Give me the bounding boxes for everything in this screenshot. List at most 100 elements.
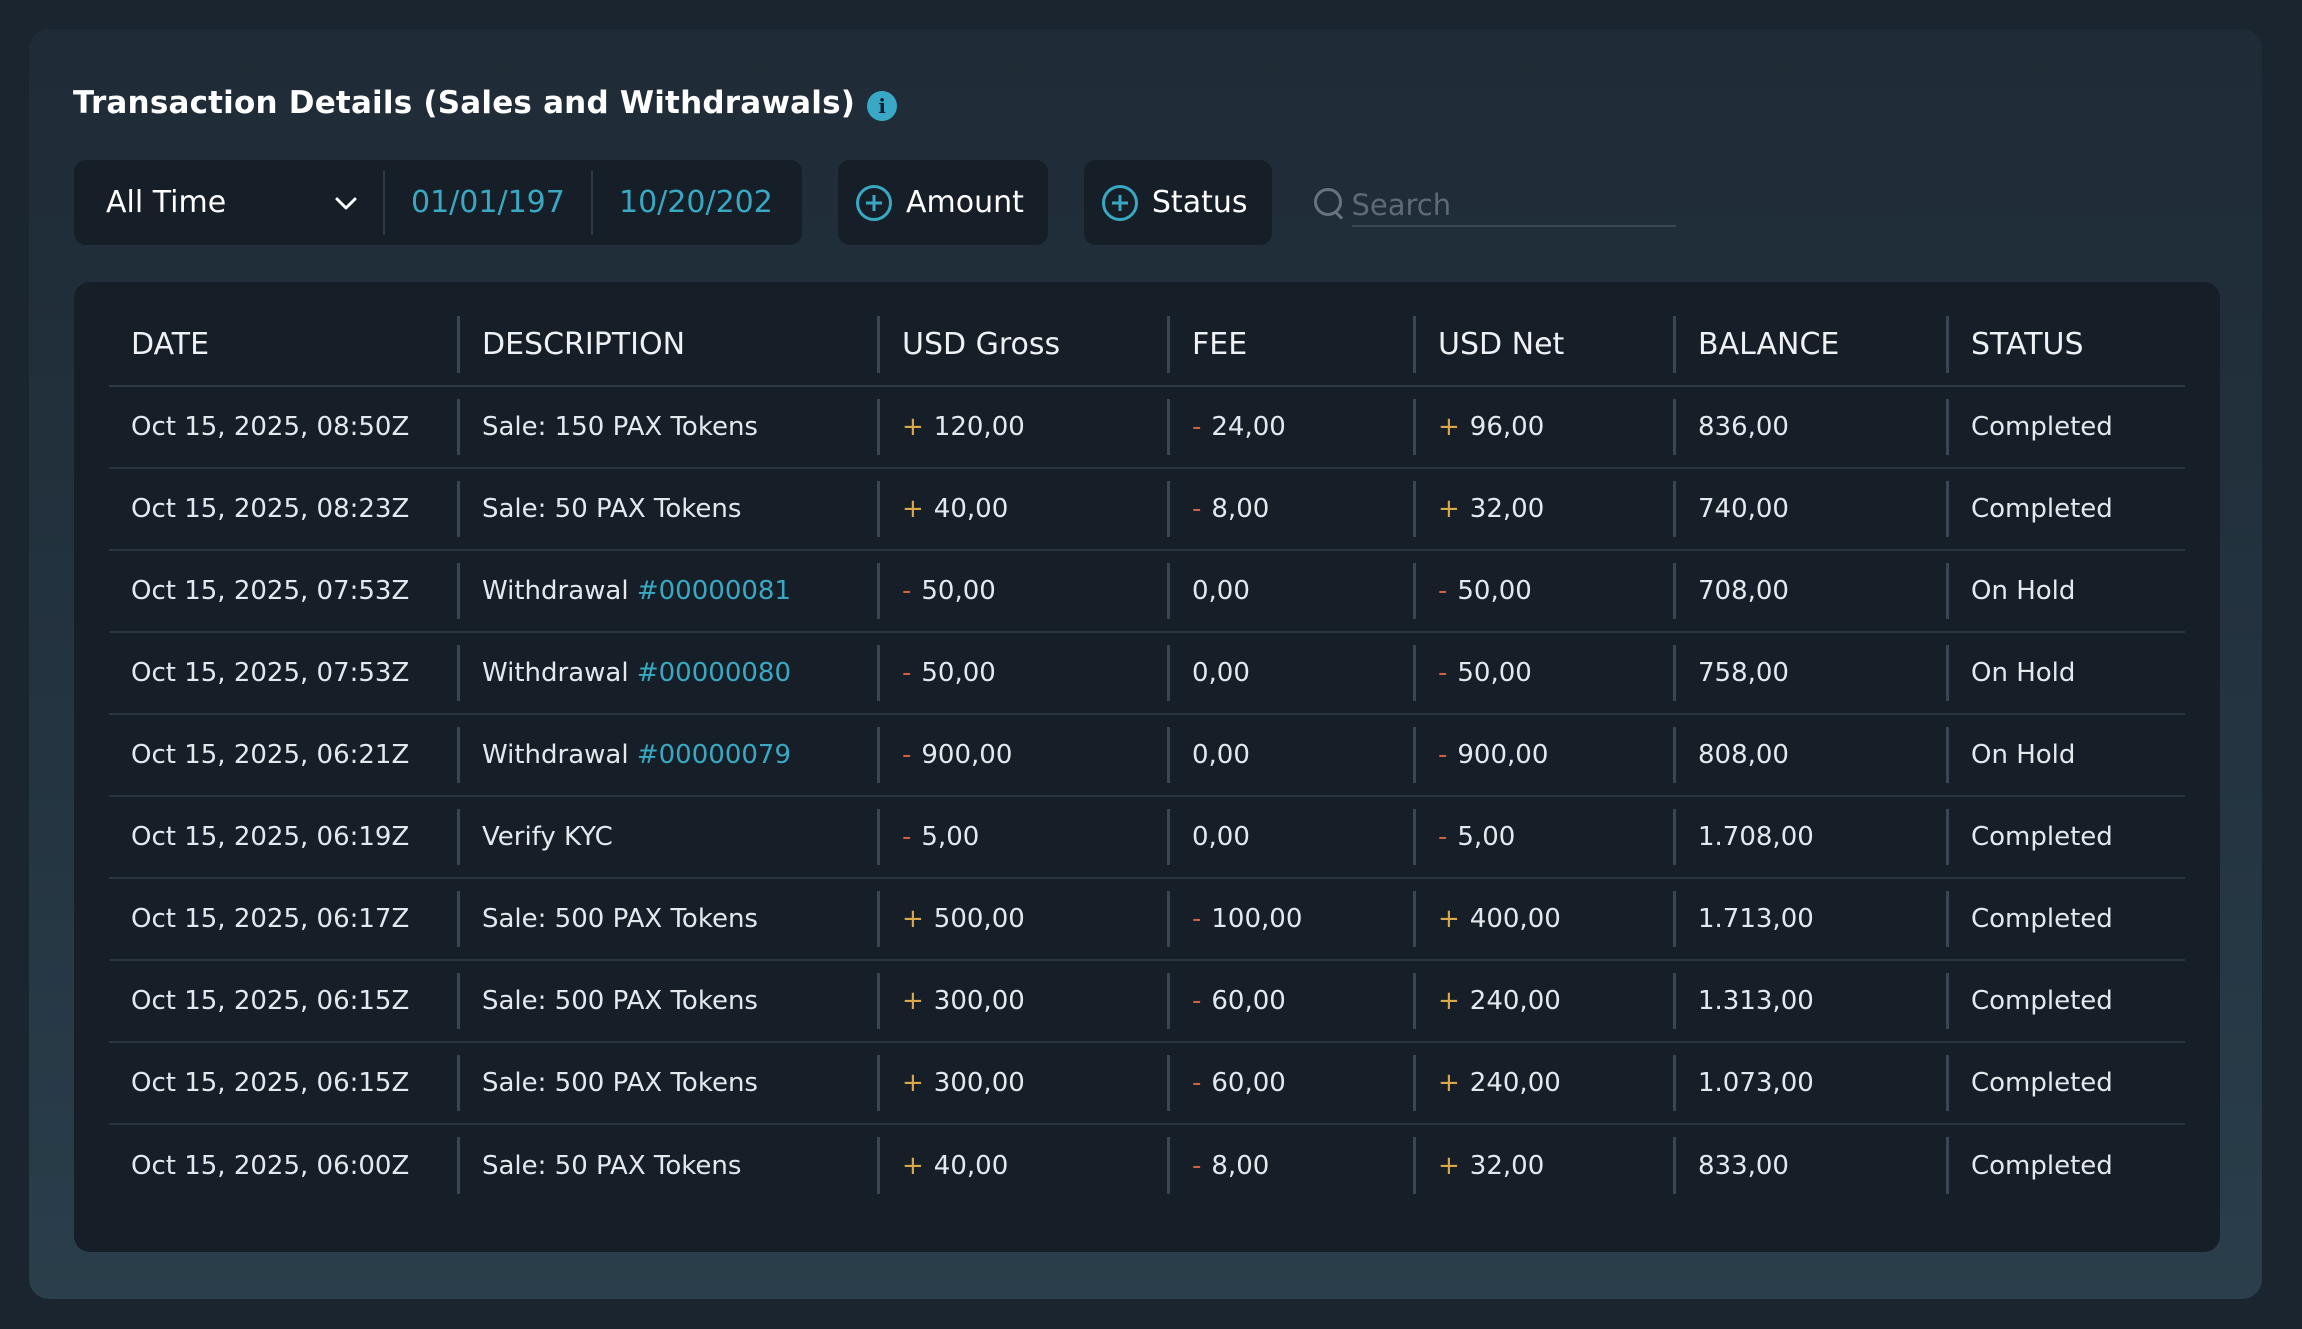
- net-sign: +: [1438, 904, 1460, 934]
- fee-value: 100,00: [1211, 904, 1303, 934]
- fee-sign: -: [1192, 904, 1202, 934]
- cell-status: Completed: [1949, 1042, 2185, 1125]
- net-value: 240,00: [1469, 1068, 1561, 1098]
- table-row[interactable]: Oct 15, 2025, 06:15Z Sale: 500 PAX Tokens…: [109, 960, 2185, 1043]
- net-value: 5,00: [1457, 822, 1516, 852]
- withdrawal-link[interactable]: #00000081: [636, 576, 791, 606]
- cell-balance: 808,00: [1676, 714, 1949, 797]
- gross-value: 50,00: [921, 658, 996, 688]
- table-row[interactable]: Oct 15, 2025, 06:17Z Sale: 500 PAX Tokens…: [109, 878, 2185, 961]
- table-row[interactable]: Oct 15, 2025, 08:50Z Sale: 150 PAX Tokens…: [109, 386, 2185, 469]
- fee-value: 24,00: [1211, 412, 1286, 442]
- cell-date: Oct 15, 2025, 06:15Z: [109, 960, 460, 1043]
- cell-usd-gross: -5,00: [880, 796, 1170, 879]
- date-range-group: All Time: [74, 160, 802, 245]
- amount-filter-label: Amount: [906, 185, 1024, 220]
- cell-status: Completed: [1949, 386, 2185, 469]
- cell-description: Verify KYC: [460, 796, 880, 879]
- cell-usd-net: +240,00: [1416, 1042, 1676, 1125]
- net-value: 32,00: [1469, 494, 1545, 524]
- gross-value: 900,00: [921, 740, 1013, 770]
- column-header-status[interactable]: STATUS: [1949, 304, 2185, 387]
- cell-status: On Hold: [1949, 714, 2185, 797]
- gross-sign: -: [902, 740, 912, 770]
- net-value: 96,00: [1469, 412, 1545, 442]
- chevron-down-icon: [335, 197, 357, 209]
- cell-status: On Hold: [1949, 550, 2185, 633]
- net-value: 50,00: [1457, 576, 1532, 606]
- cell-usd-gross: -50,00: [880, 550, 1170, 633]
- cell-description: Sale: 50 PAX Tokens: [460, 468, 880, 551]
- description-text: Sale: 50 PAX Tokens: [482, 494, 742, 524]
- fee-value: 60,00: [1211, 986, 1286, 1016]
- net-value: 240,00: [1469, 986, 1561, 1016]
- cell-date: Oct 15, 2025, 08:50Z: [109, 386, 460, 469]
- table-row[interactable]: Oct 15, 2025, 06:21Z Withdrawal #00000079…: [109, 714, 2185, 797]
- cell-usd-net: -50,00: [1416, 632, 1676, 715]
- gross-sign: +: [902, 494, 924, 524]
- fee-value: 0,00: [1192, 658, 1250, 688]
- cell-balance: 1.713,00: [1676, 878, 1949, 961]
- status-text: Completed: [1971, 1150, 2113, 1181]
- cell-fee: 0,00: [1170, 550, 1416, 633]
- gross-sign: +: [902, 412, 924, 442]
- divider: [591, 170, 593, 235]
- table-row[interactable]: Oct 15, 2025, 07:53Z Withdrawal #00000081…: [109, 550, 2185, 633]
- table-row[interactable]: Oct 15, 2025, 06:15Z Sale: 500 PAX Tokens…: [109, 1042, 2185, 1125]
- transactions-table: DATE DESCRIPTION USD Gross FEE USD Net B…: [109, 304, 2185, 1206]
- status-text: On Hold: [1971, 740, 2076, 770]
- info-icon[interactable]: i: [867, 91, 898, 121]
- cell-balance: 1.708,00: [1676, 796, 1949, 879]
- search-input[interactable]: [1351, 178, 1676, 227]
- cell-fee: -8,00: [1170, 1124, 1416, 1206]
- net-sign: +: [1438, 494, 1460, 524]
- cell-balance: 1.073,00: [1676, 1042, 1949, 1125]
- cell-usd-gross: +300,00: [880, 960, 1170, 1043]
- search-icon: [1312, 186, 1346, 220]
- withdrawal-link[interactable]: #00000079: [636, 740, 791, 770]
- table-row[interactable]: Oct 15, 2025, 08:23Z Sale: 50 PAX Tokens +…: [109, 468, 2185, 551]
- column-header-balance[interactable]: BALANCE: [1676, 304, 1949, 387]
- description-text: Withdrawal: [482, 740, 637, 770]
- column-header-fee[interactable]: FEE: [1170, 304, 1416, 387]
- gross-value: 50,00: [921, 576, 996, 606]
- transactions-table-card: DATE DESCRIPTION USD Gross FEE USD Net B…: [74, 282, 2220, 1252]
- column-header-date[interactable]: DATE: [109, 304, 460, 387]
- status-text: On Hold: [1971, 658, 2076, 688]
- net-sign: +: [1438, 986, 1460, 1016]
- cell-usd-net: +400,00: [1416, 878, 1676, 961]
- cell-usd-gross: +40,00: [880, 468, 1170, 551]
- withdrawal-link[interactable]: #00000080: [636, 658, 791, 688]
- status-filter-button[interactable]: Status: [1083, 160, 1272, 245]
- fee-sign: -: [1192, 986, 1202, 1016]
- table-row[interactable]: Oct 15, 2025, 07:53Z Withdrawal #00000080…: [109, 632, 2185, 715]
- gross-sign: +: [902, 904, 924, 934]
- column-header-description[interactable]: DESCRIPTION: [460, 304, 880, 387]
- description-text: Sale: 500 PAX Tokens: [482, 904, 758, 934]
- gross-sign: +: [902, 1068, 924, 1098]
- fee-sign: -: [1192, 494, 1202, 524]
- cell-usd-net: +32,00: [1416, 1124, 1676, 1206]
- gross-value: 40,00: [933, 1150, 1009, 1181]
- net-sign: +: [1438, 1150, 1460, 1181]
- status-text: Completed: [1971, 494, 2113, 524]
- cell-balance: 1.313,00: [1676, 960, 1949, 1043]
- start-date-input[interactable]: [385, 160, 591, 245]
- gross-sign: -: [902, 658, 912, 688]
- table-row[interactable]: Oct 15, 2025, 06:00Z Sale: 50 PAX Tokens +…: [109, 1124, 2185, 1206]
- gross-sign: -: [902, 822, 912, 852]
- cell-fee: -24,00: [1170, 386, 1416, 469]
- end-date-input[interactable]: [593, 160, 799, 245]
- fee-value: 8,00: [1211, 1150, 1270, 1181]
- cell-usd-net: -900,00: [1416, 714, 1676, 797]
- amount-filter-button[interactable]: Amount: [838, 160, 1048, 245]
- cell-usd-gross: +300,00: [880, 1042, 1170, 1125]
- column-header-usd-net[interactable]: USD Net: [1416, 304, 1676, 387]
- table-row[interactable]: Oct 15, 2025, 06:19Z Verify KYC -5,00 0,00-…: [109, 796, 2185, 879]
- time-range-dropdown[interactable]: All Time: [74, 160, 383, 245]
- column-header-usd-gross[interactable]: USD Gross: [880, 304, 1170, 387]
- net-value: 400,00: [1469, 904, 1561, 934]
- cell-fee: 0,00: [1170, 632, 1416, 715]
- net-sign: +: [1438, 412, 1460, 442]
- gross-sign: -: [902, 576, 912, 606]
